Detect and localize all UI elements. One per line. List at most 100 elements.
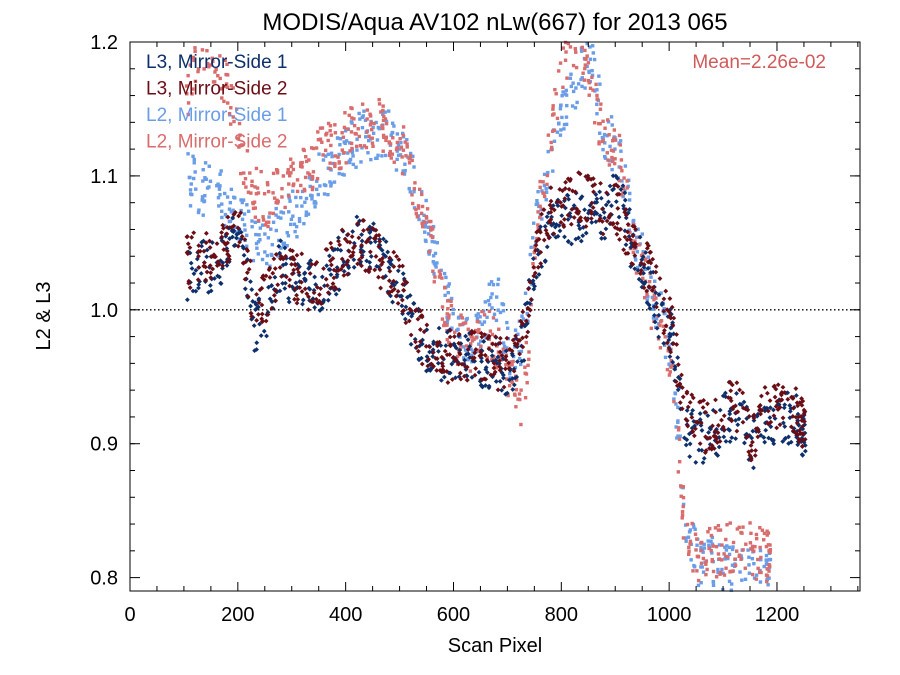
data-point <box>395 140 400 145</box>
data-point <box>344 262 349 267</box>
data-point <box>225 73 230 77</box>
data-point <box>294 300 300 306</box>
data-point <box>616 214 622 220</box>
data-point <box>617 178 622 183</box>
data-point <box>727 427 733 433</box>
data-point <box>359 232 365 238</box>
data-point <box>578 215 584 221</box>
data-point <box>555 130 560 134</box>
data-point <box>571 89 576 94</box>
data-point <box>299 183 303 188</box>
data-point <box>724 537 728 542</box>
data-point <box>565 76 569 80</box>
data-point <box>721 413 727 419</box>
data-point <box>336 235 341 241</box>
data-point <box>745 407 751 413</box>
data-point <box>333 268 339 274</box>
data-point <box>386 259 392 265</box>
data-point <box>472 350 478 356</box>
data-point <box>311 290 317 296</box>
data-point <box>469 355 475 361</box>
data-point <box>338 143 342 147</box>
data-point <box>318 137 323 141</box>
data-point <box>583 224 589 229</box>
data-point <box>314 187 319 192</box>
data-point <box>571 63 576 68</box>
data-point <box>496 308 500 312</box>
data-point <box>498 310 503 315</box>
data-point <box>294 292 299 298</box>
data-point <box>754 532 759 537</box>
data-point <box>223 58 227 63</box>
data-point <box>347 141 352 145</box>
data-point <box>557 122 561 126</box>
data-point <box>782 424 788 429</box>
data-point <box>597 215 603 221</box>
data-point <box>359 160 363 164</box>
data-point <box>485 335 491 341</box>
data-point <box>522 301 528 307</box>
data-point <box>579 49 584 53</box>
data-point <box>263 250 267 254</box>
data-point <box>576 235 581 241</box>
data-point <box>270 270 276 276</box>
data-point <box>453 345 459 351</box>
data-point <box>359 242 364 248</box>
data-point <box>500 302 504 306</box>
data-point <box>207 164 211 168</box>
data-point <box>347 159 351 163</box>
data-point <box>610 155 614 160</box>
data-point <box>700 405 706 410</box>
data-point <box>445 320 449 325</box>
data-point <box>674 425 678 429</box>
data-point <box>652 293 657 297</box>
data-point <box>674 332 679 337</box>
data-point <box>309 261 315 267</box>
data-point <box>672 397 676 401</box>
data-point <box>332 180 337 184</box>
data-point <box>343 141 347 146</box>
data-point <box>536 210 540 214</box>
data-point <box>595 97 600 101</box>
data-point <box>633 241 639 247</box>
data-point <box>574 65 579 70</box>
data-point <box>274 168 279 172</box>
data-point <box>377 257 383 263</box>
data-point <box>444 275 448 280</box>
data-point <box>679 372 684 378</box>
data-point <box>793 430 799 436</box>
data-point <box>717 557 722 561</box>
data-point <box>581 71 585 75</box>
data-point <box>771 413 777 419</box>
data-point <box>641 262 647 267</box>
data-point <box>456 361 462 367</box>
data-point <box>307 298 312 303</box>
data-point <box>595 112 599 116</box>
data-point <box>603 226 609 232</box>
data-point <box>505 377 509 381</box>
data-point <box>756 557 760 562</box>
data-point <box>375 138 380 142</box>
data-point <box>302 286 308 292</box>
data-point <box>306 307 311 313</box>
data-point <box>731 545 735 549</box>
data-point <box>271 171 276 176</box>
data-point <box>256 240 261 244</box>
data-point <box>434 356 440 362</box>
data-point <box>625 229 631 235</box>
data-point <box>465 351 471 357</box>
data-point <box>479 334 485 340</box>
data-point <box>716 552 721 556</box>
data-point <box>361 228 366 233</box>
data-point <box>671 331 677 337</box>
data-point <box>306 285 312 291</box>
data-point <box>240 217 245 222</box>
data-point <box>704 562 708 566</box>
data-point <box>707 435 713 441</box>
data-point <box>689 411 694 417</box>
data-point <box>479 344 483 348</box>
data-point <box>417 327 423 332</box>
data-point <box>344 239 350 245</box>
data-point <box>310 177 315 181</box>
data-point <box>530 256 536 262</box>
